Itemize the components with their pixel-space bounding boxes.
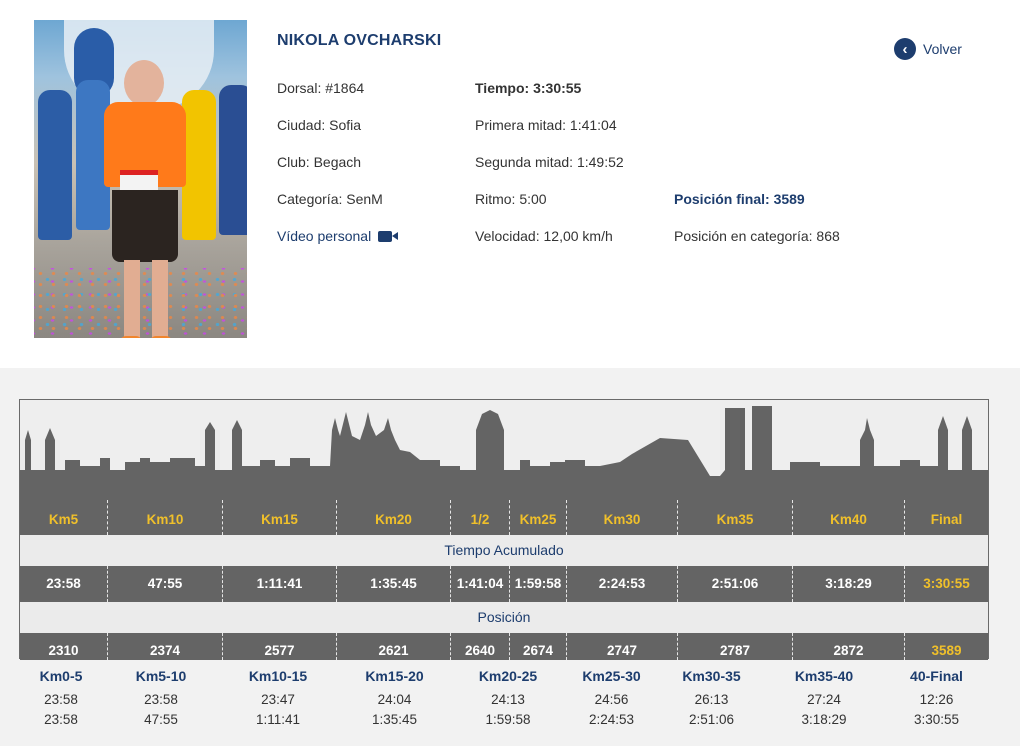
- position-cell-3: 2621: [336, 633, 450, 660]
- position-cell-5: 2674: [509, 633, 566, 660]
- position-cell-8: 2872: [792, 633, 904, 660]
- partial-label: Km10-15: [248, 668, 308, 684]
- club: Club: Begach: [277, 154, 362, 170]
- checkpoint-label-2: Km15: [222, 500, 336, 535]
- partial-splits: Km0-5 23:58 23:58 Km5-10 23:58 47:55 Km10-15 23…: [19, 667, 989, 731]
- partial-column: Km25-30 24:56 2:24:53: [564, 667, 659, 731]
- splits-section: Km5 Km10 Km15 Km20 1/2 Km25 Km30 Km35 Km40 Final …: [0, 368, 1020, 746]
- checkpoint-label-9: Final: [904, 500, 988, 535]
- category: Categoría: SenM: [277, 191, 383, 207]
- partial-cumulative: 2:51:06: [688, 712, 735, 727]
- personal-video-label: Vídeo personal: [277, 228, 372, 244]
- partial-cumulative: 1:35:45: [371, 712, 418, 727]
- video-camera-icon: [378, 231, 399, 242]
- total-time: Tiempo: 3:30:55: [475, 80, 582, 96]
- checkpoint-label-5: Km25: [509, 500, 566, 535]
- partial-cumulative: 23:58: [44, 712, 78, 727]
- partial-label: Km35-40: [794, 668, 854, 684]
- checkpoint-label-4: 1/2: [450, 500, 509, 535]
- partial-cumulative: 1:59:58: [485, 712, 531, 727]
- partial-time: 12:26: [919, 692, 954, 707]
- runner-name: NIKOLA OVCHARSKI: [277, 32, 442, 49]
- runner-header: NIKOLA OVCHARSKI Dorsal: #1864 Ciudad: S…: [0, 0, 1020, 368]
- cumulative-time-row: 23:58 47:55 1:11:41 1:35:45 1:41:04 1:59:58 2:…: [20, 566, 988, 602]
- city-skyline: [20, 400, 988, 535]
- partial-column: Km5-10 23:58 47:55: [103, 667, 219, 731]
- position-cell-0: 2310: [48, 643, 79, 658]
- city: Ciudad: Sofia: [277, 117, 362, 133]
- partial-label: Km30-35: [682, 668, 741, 684]
- partial-column: Km35-40 27:24 3:18:29: [764, 667, 884, 731]
- speed: Velocidad: 12,00 km/h: [475, 228, 613, 244]
- partial-column: Km15-20 24:04 1:35:45: [337, 667, 452, 731]
- partial-column: Km0-5 23:58 23:58: [19, 667, 103, 731]
- chevron-left-circle-icon: ‹: [894, 38, 916, 60]
- final-position: Posición final: 3589: [674, 191, 805, 207]
- cumulative-time-title: Tiempo Acumulado: [20, 535, 988, 566]
- partial-label: Km20-25: [478, 668, 538, 684]
- partial-cumulative: 3:18:29: [801, 712, 847, 727]
- checkpoint-label-7: Km35: [677, 500, 792, 535]
- cumulative-time-cell-3: 1:35:45: [336, 566, 450, 602]
- splits-board: Km5 Km10 Km15 Km20 1/2 Km25 Km30 Km35 Km40 Final …: [19, 399, 989, 660]
- partial-label: 40-Final: [910, 668, 963, 684]
- checkpoint-label-8: Km40: [792, 500, 904, 535]
- checkpoint-label-1: Km10: [107, 500, 222, 535]
- partial-column: Km10-15 23:47 1:11:41: [219, 667, 337, 731]
- partial-time: 27:24: [807, 692, 841, 707]
- cumulative-time-cell-2: 1:11:41: [222, 566, 336, 602]
- partial-time: 24:13: [491, 692, 525, 707]
- cumulative-time-cell-1: 47:55: [107, 566, 222, 602]
- partial-column: 40-Final 12:26 3:30:55: [884, 667, 989, 731]
- position-cell-4: 2640: [450, 633, 509, 660]
- partial-time: 23:58: [144, 692, 178, 707]
- cumulative-time-cell-0: 23:58: [46, 576, 81, 591]
- cumulative-time-cell-6: 2:24:53: [566, 566, 677, 602]
- partial-cumulative: 47:55: [144, 712, 178, 727]
- cumulative-time-cell-4: 1:41:04: [450, 566, 509, 602]
- cumulative-time-cell-8: 3:18:29: [792, 566, 904, 602]
- checkpoint-label-3: Km20: [336, 500, 450, 535]
- partial-time: 26:13: [694, 692, 729, 707]
- back-label: Volver: [923, 41, 962, 57]
- cumulative-time-cell-9: 3:30:55: [904, 566, 988, 602]
- checkpoint-label-0: Km5: [48, 512, 79, 527]
- partial-label: Km15-20: [365, 668, 424, 684]
- runner-photo: [34, 20, 247, 338]
- partial-time: 24:04: [377, 692, 412, 707]
- cumulative-time-cell-5: 1:59:58: [509, 566, 566, 602]
- position-title: Posición: [20, 602, 988, 633]
- cumulative-time-cell-7: 2:51:06: [677, 566, 792, 602]
- partial-time: 23:58: [44, 692, 78, 707]
- back-button[interactable]: ‹ Volver: [894, 38, 962, 60]
- partial-cumulative: 3:30:55: [913, 712, 960, 727]
- position-row: 2310 2374 2577 2621 2640 2674 2747 2787 2872 3589: [20, 633, 988, 660]
- partial-label: Km5-10: [135, 668, 187, 684]
- partial-column: Km20-25 24:13 1:59:58: [452, 667, 564, 731]
- partial-label: Km0-5: [39, 668, 83, 684]
- position-cell-2: 2577: [222, 633, 336, 660]
- partial-label: Km25-30: [582, 668, 641, 684]
- checkpoint-label-6: Km30: [566, 500, 677, 535]
- position-cell-1: 2374: [107, 633, 222, 660]
- first-half-time: Primera mitad: 1:41:04: [475, 117, 617, 133]
- checkpoint-row: Km5 Km10 Km15 Km20 1/2 Km25 Km30 Km35 Km40 Final: [20, 500, 988, 535]
- partial-time: 23:47: [261, 692, 295, 707]
- partial-column: Km30-35 26:13 2:51:06: [659, 667, 764, 731]
- personal-video-link[interactable]: Vídeo personal: [277, 228, 399, 244]
- position-cell-7: 2787: [677, 633, 792, 660]
- category-position: Posición en categoría: 868: [674, 228, 840, 244]
- partial-time: 24:56: [594, 692, 629, 707]
- partial-cumulative: 2:24:53: [588, 712, 635, 727]
- partial-cumulative: 1:11:41: [255, 712, 301, 727]
- position-cell-6: 2747: [566, 633, 677, 660]
- position-cell-9: 3589: [904, 633, 988, 660]
- second-half-time: Segunda mitad: 1:49:52: [475, 154, 624, 170]
- bib-number: Dorsal: #1864: [277, 80, 365, 96]
- pace: Ritmo: 5:00: [475, 191, 547, 207]
